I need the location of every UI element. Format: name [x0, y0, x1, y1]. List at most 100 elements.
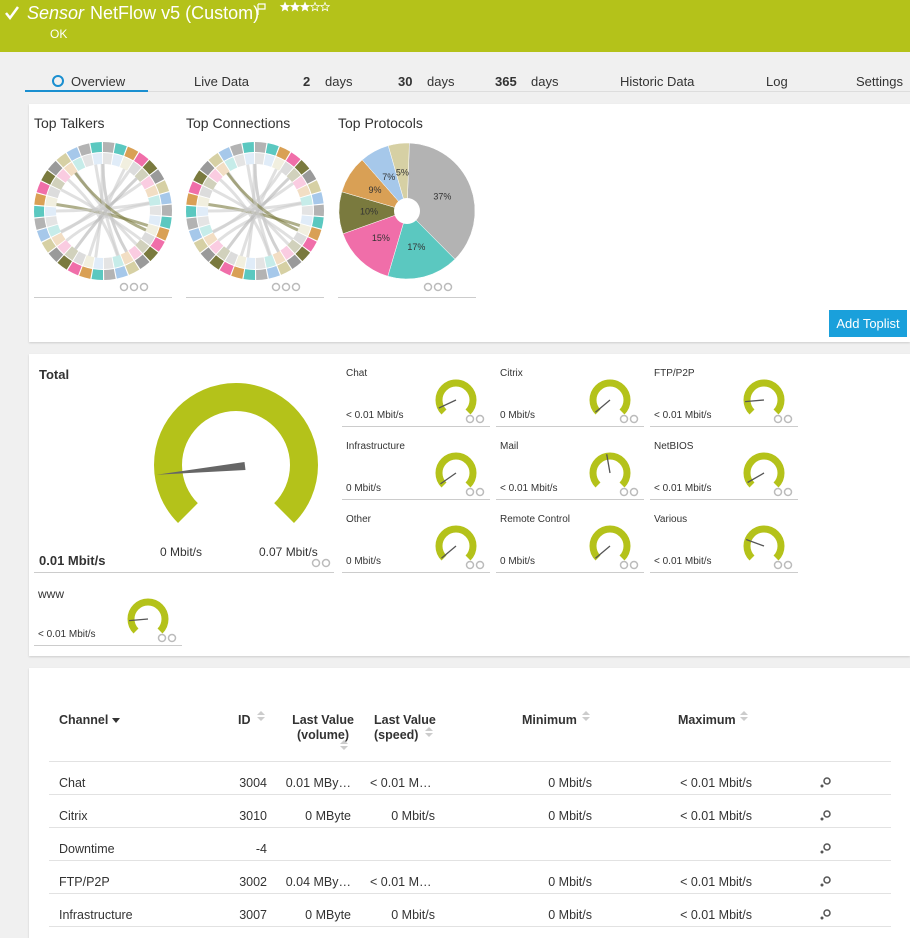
column-header[interactable]: Minimum — [522, 713, 577, 727]
chord-inner — [297, 223, 311, 236]
chord-inner — [264, 254, 276, 268]
tool-icon[interactable] — [423, 282, 433, 292]
tool-icon[interactable] — [783, 560, 793, 570]
tab-label[interactable]: Log — [766, 74, 788, 89]
tab-number[interactable]: 30 — [398, 74, 413, 89]
chord-segment — [67, 261, 82, 276]
column-header[interactable]: Last Value (speed) — [374, 713, 436, 742]
sort-icon[interactable] — [112, 718, 120, 723]
tool-icon[interactable] — [129, 282, 139, 292]
channel-settings[interactable] — [820, 850, 824, 854]
tool-icon[interactable] — [291, 282, 301, 292]
tool-icon[interactable] — [465, 560, 475, 570]
channel-settings[interactable] — [823, 909, 831, 917]
tool-icon[interactable] — [619, 414, 629, 424]
tab-label[interactable]: Overview — [71, 74, 126, 89]
column-header[interactable]: ID — [238, 713, 251, 727]
chord-inner — [92, 153, 103, 165]
column-header[interactable]: Maximum — [678, 713, 736, 727]
tool-icon[interactable] — [167, 633, 177, 643]
sort-icon[interactable] — [340, 746, 348, 750]
column-header[interactable]: Last Value (volume) — [292, 713, 354, 742]
tool-icon[interactable] — [629, 487, 639, 497]
chord-segment — [295, 246, 311, 262]
tool-icon[interactable] — [475, 560, 485, 570]
tool-icon[interactable] — [619, 487, 629, 497]
tab-number[interactable]: 2 — [303, 74, 311, 89]
tab-label[interactable]: days — [325, 74, 353, 89]
gauge-name: www — [38, 587, 64, 601]
sort-icon[interactable] — [257, 711, 265, 715]
tool-icon[interactable] — [281, 282, 291, 292]
channel-settings[interactable] — [820, 916, 824, 920]
chord-segment — [193, 238, 208, 253]
tool-icon[interactable] — [619, 560, 629, 570]
tab-label[interactable]: Live Data — [194, 74, 249, 89]
tool-icon[interactable] — [465, 487, 475, 497]
tool-icon[interactable] — [433, 282, 443, 292]
sort-icon[interactable] — [740, 711, 748, 715]
tool-icon[interactable] — [321, 558, 331, 568]
channel-settings[interactable] — [820, 883, 824, 887]
sort-icon[interactable] — [257, 717, 265, 721]
sort-icon[interactable] — [582, 717, 590, 721]
tool-icon[interactable] — [475, 487, 485, 497]
tool-icon[interactable] — [475, 414, 485, 424]
sort-icon[interactable] — [582, 711, 590, 715]
chord-inner — [72, 157, 86, 172]
chord — [226, 172, 299, 232]
sort-icon[interactable] — [340, 740, 348, 744]
channel-settings[interactable] — [823, 810, 831, 818]
tool-icon[interactable] — [773, 487, 783, 497]
chord-segment — [199, 160, 215, 176]
tool-icon[interactable] — [783, 414, 793, 424]
tab-number[interactable]: 365 — [495, 74, 517, 89]
tool-icon[interactable] — [271, 282, 281, 292]
tab-label[interactable]: Settings — [856, 74, 903, 89]
star[interactable] — [289, 1, 301, 12]
chord-segment — [79, 266, 93, 279]
chord-segment — [36, 181, 50, 195]
star[interactable] — [299, 1, 311, 12]
tab-label[interactable]: days — [427, 74, 455, 89]
gauge-arc — [435, 525, 477, 561]
tool-icon[interactable] — [629, 414, 639, 424]
sort-icon[interactable] — [425, 727, 433, 731]
channel-settings[interactable] — [823, 876, 831, 884]
tab-label[interactable]: Historic Data — [620, 74, 695, 89]
tool-icon[interactable] — [629, 560, 639, 570]
star[interactable] — [309, 1, 321, 12]
tool-icon[interactable] — [443, 282, 453, 292]
channel-settings[interactable] — [820, 784, 824, 788]
star[interactable] — [319, 1, 331, 12]
sort-icon[interactable] — [425, 733, 433, 737]
chord-inner — [286, 168, 301, 183]
tool-icon[interactable] — [311, 558, 321, 568]
chord-inner — [47, 186, 61, 199]
gauge-name: Chat — [346, 368, 368, 379]
add-toplist-button[interactable]: Add Toplist — [829, 310, 907, 337]
channel-name: Citrix — [59, 809, 88, 823]
tab-label[interactable]: days — [531, 74, 559, 89]
channel-settings[interactable] — [820, 817, 824, 821]
chord-segment — [159, 192, 172, 205]
tool-icon[interactable] — [783, 487, 793, 497]
chord-segment — [242, 142, 254, 154]
tool-icon[interactable] — [139, 282, 149, 292]
tool-icon[interactable] — [465, 414, 475, 424]
tool-icon[interactable] — [119, 282, 129, 292]
gauge-name: Infrastructure — [346, 441, 405, 452]
channel-settings[interactable] — [823, 843, 831, 851]
chord-inner — [128, 245, 143, 260]
tool-icon[interactable] — [773, 560, 783, 570]
chord-inner — [208, 168, 223, 183]
gauge-arc — [435, 452, 477, 488]
column-header[interactable]: Channel — [59, 713, 109, 727]
channel-settings[interactable] — [823, 777, 831, 785]
sort-icon[interactable] — [740, 717, 748, 721]
chord-inner — [292, 231, 307, 246]
tool-icon[interactable] — [773, 414, 783, 424]
tool-icon[interactable] — [157, 633, 167, 643]
star[interactable] — [279, 1, 291, 12]
